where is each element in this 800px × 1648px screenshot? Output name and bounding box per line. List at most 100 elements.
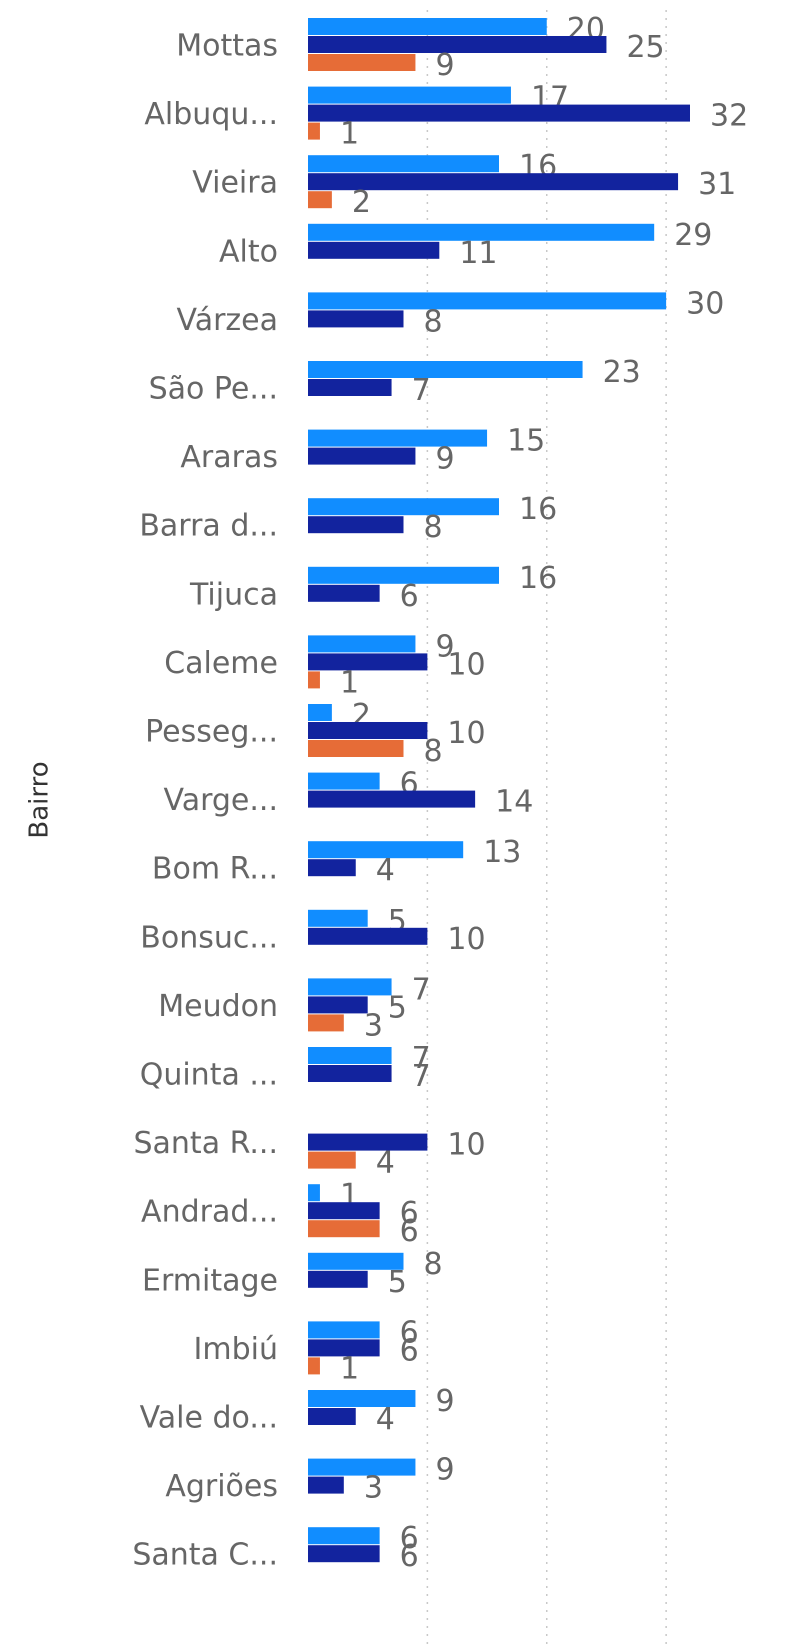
- value-label: 23: [603, 355, 641, 390]
- bar: [308, 104, 690, 122]
- value-label: 16: [519, 561, 557, 596]
- value-label: 9: [435, 1384, 454, 1419]
- category-label: Quinta ...: [140, 1058, 278, 1093]
- bar: [308, 859, 356, 877]
- bar: [308, 1270, 368, 1288]
- value-label: 4: [376, 853, 395, 888]
- value-label: 10: [447, 647, 485, 682]
- bar: [308, 790, 476, 808]
- value-label: 7: [412, 373, 431, 408]
- category-label: Ermitage: [142, 1263, 278, 1298]
- value-label: 9: [435, 48, 454, 83]
- value-label: 10: [447, 922, 485, 957]
- bar: [308, 1220, 380, 1238]
- category-label: Bom R...: [152, 852, 278, 887]
- category-label: Meudon: [158, 989, 278, 1024]
- bar: [308, 1184, 320, 1202]
- category-label: Barra d...: [139, 509, 278, 544]
- bar: [308, 722, 428, 739]
- bar: [308, 1202, 380, 1220]
- value-label: 6: [400, 1521, 419, 1556]
- value-label: 14: [495, 785, 533, 820]
- bar: [308, 1014, 344, 1032]
- bar: [308, 1408, 356, 1425]
- bar: [308, 241, 440, 259]
- bar: [308, 18, 547, 35]
- value-label: 5: [388, 990, 407, 1025]
- value-label: 8: [424, 1247, 443, 1282]
- value-label: 7: [412, 972, 431, 1007]
- bar: [308, 1133, 428, 1151]
- bar: [308, 1390, 416, 1407]
- category-label: Várzea: [177, 303, 279, 338]
- category-label: Araras: [180, 440, 278, 475]
- bar: [308, 909, 368, 927]
- bar: [308, 1151, 356, 1169]
- value-label: 11: [459, 236, 497, 271]
- bar: [308, 996, 368, 1014]
- category-label: Andrad...: [141, 1195, 278, 1230]
- category-label: Varge...: [164, 783, 279, 818]
- bar: [308, 1252, 404, 1270]
- category-label: Caleme: [164, 646, 278, 681]
- value-label: 6: [400, 579, 419, 614]
- bar: [308, 841, 464, 859]
- category-label: Pesseg...: [145, 715, 278, 750]
- value-label: 7: [412, 1059, 431, 1094]
- category-label: Bonsuc...: [140, 920, 278, 955]
- value-label: 6: [400, 1196, 419, 1231]
- bar: [308, 86, 511, 104]
- category-label: Vale do...: [140, 1401, 278, 1436]
- value-label: 8: [424, 734, 443, 769]
- bar: [308, 36, 607, 53]
- bar: [308, 516, 404, 534]
- bar: [308, 379, 392, 396]
- value-label: 31: [698, 167, 736, 202]
- bar: [308, 1357, 320, 1375]
- bar: [308, 927, 428, 945]
- bar: [308, 653, 428, 671]
- value-label: 16: [519, 492, 557, 527]
- category-label: Imbiú: [194, 1332, 278, 1367]
- value-label: 9: [435, 629, 454, 664]
- category-label: Mottas: [176, 29, 278, 64]
- value-label: 6: [400, 1315, 419, 1350]
- bar: [308, 978, 392, 996]
- bar: [308, 498, 499, 516]
- bar: [308, 223, 655, 241]
- value-label: 29: [674, 218, 712, 253]
- bar: [308, 1339, 380, 1357]
- category-label: Alto: [219, 234, 278, 269]
- bar: [308, 155, 499, 173]
- value-label: 8: [424, 510, 443, 545]
- bar: [308, 1545, 380, 1563]
- bar: [308, 671, 320, 689]
- bar: [308, 566, 499, 584]
- bar: [308, 191, 332, 209]
- value-label: 7: [412, 1041, 431, 1076]
- value-label: 3: [364, 1008, 383, 1043]
- value-label: 32: [710, 99, 748, 134]
- bar: [308, 1065, 392, 1082]
- value-label: 10: [447, 1128, 485, 1163]
- category-label: Albuqu...: [144, 97, 278, 132]
- bar: [308, 584, 380, 602]
- bar: [308, 772, 380, 790]
- category-label: Santa C...: [132, 1538, 278, 1573]
- value-label: 9: [435, 1453, 454, 1488]
- value-label: 5: [388, 1265, 407, 1300]
- value-label: 2: [352, 185, 371, 220]
- value-label: 1: [340, 665, 359, 700]
- bar: [308, 292, 667, 310]
- bar: [308, 173, 679, 191]
- category-label: Vieira: [192, 166, 278, 201]
- value-label: 25: [626, 30, 664, 65]
- value-label: 6: [400, 1214, 419, 1249]
- value-label: 1: [340, 1351, 359, 1386]
- value-label: 1: [340, 117, 359, 152]
- value-label: 10: [447, 716, 485, 751]
- bar: [308, 704, 332, 721]
- value-label: 13: [483, 835, 521, 870]
- category-label: Agriões: [165, 1469, 278, 1504]
